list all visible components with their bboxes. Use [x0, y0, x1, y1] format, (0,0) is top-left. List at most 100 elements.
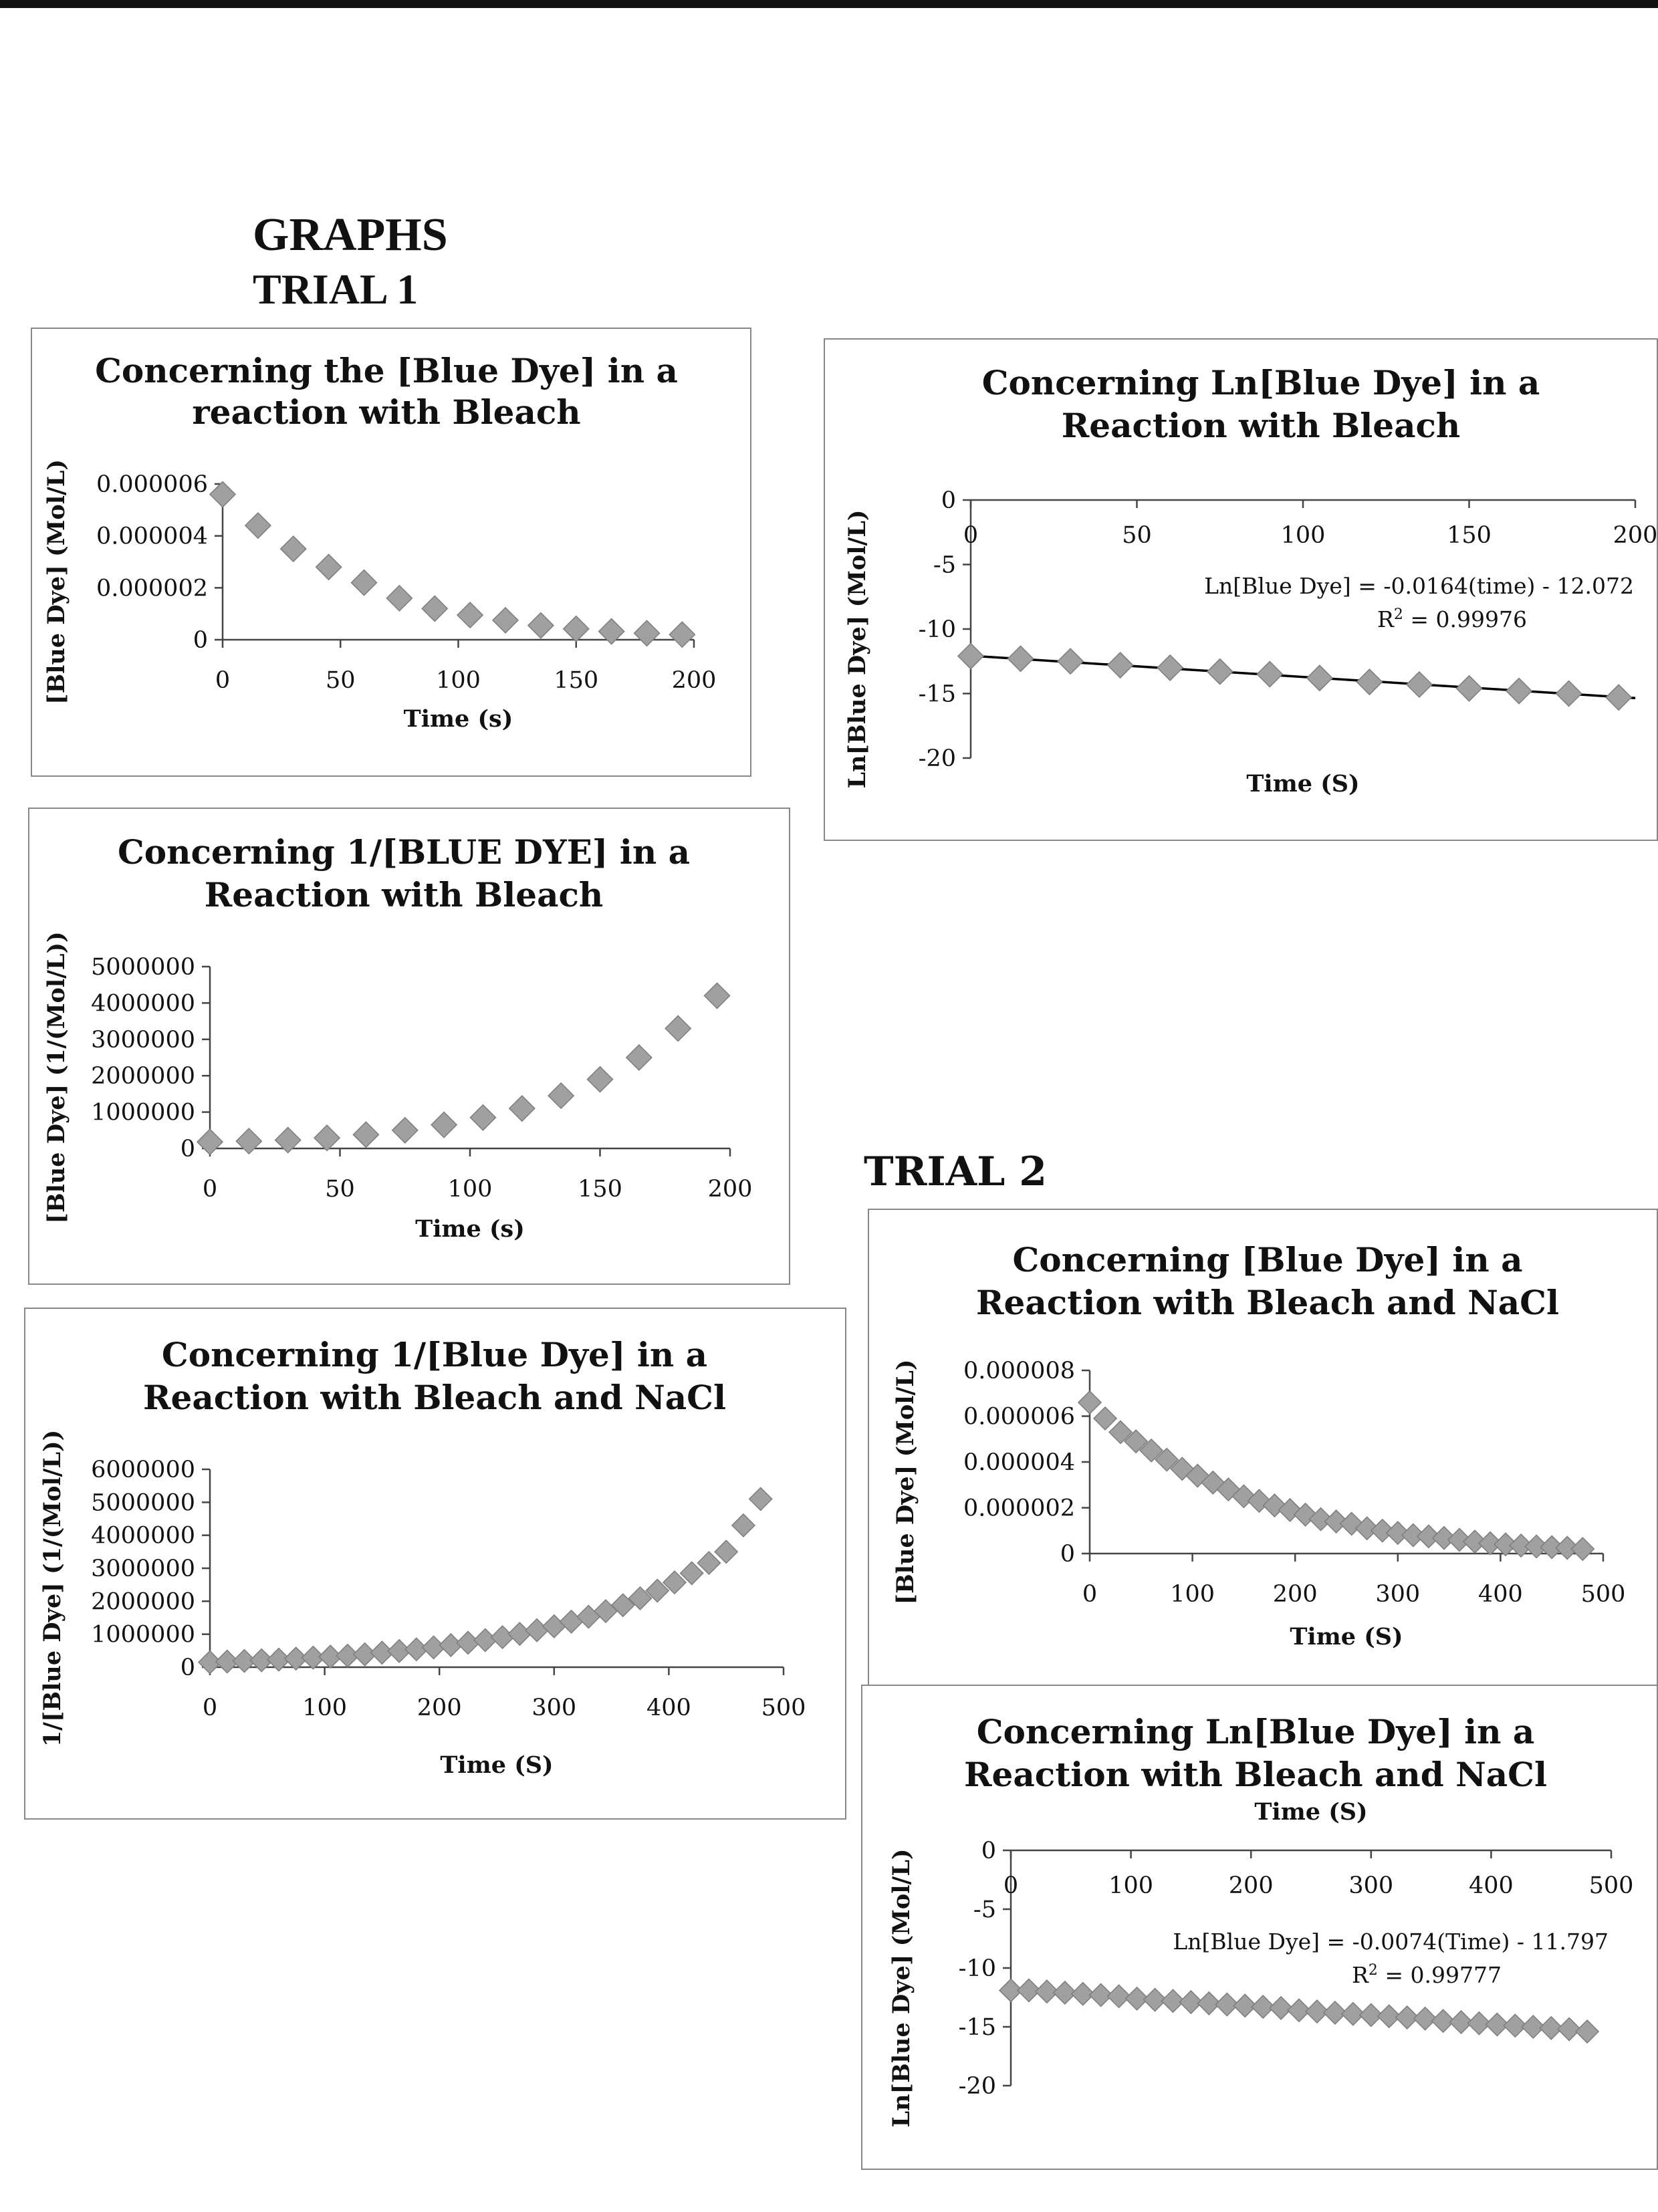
y-tick-label: -20: [919, 745, 956, 772]
chart-title-line: Concerning 1/[Blue Dye] in a: [162, 1335, 707, 1374]
chart-title-line: Concerning Ln[Blue Dye] in a: [977, 1712, 1535, 1751]
data-point: [196, 1128, 224, 1156]
chart-title-line: Concerning [Blue Dye] in a: [1012, 1240, 1522, 1279]
data-point: [998, 1978, 1024, 2003]
chart-title-line: Concerning 1/[BLUE DYE] in a: [118, 832, 690, 872]
y-axis-label: [Blue Dye] (Mol/L): [43, 459, 70, 705]
data-point: [1304, 1999, 1330, 2024]
data-point: [283, 1646, 308, 1671]
y-tick-label: 0.000002: [96, 575, 208, 602]
data-point: [714, 1540, 739, 1564]
page-top-border: [0, 0, 1658, 8]
data-point: [232, 1648, 257, 1673]
x-tick-label: 200: [708, 1176, 753, 1203]
data-point: [1034, 1979, 1059, 2004]
data-point: [610, 1593, 635, 1618]
x-tick-label: 150: [554, 667, 598, 694]
data-point: [1124, 1429, 1149, 1454]
trendline-equation: Ln[Blue Dye] = -0.0074(Time) - 11.797: [1173, 1929, 1609, 1955]
r-squared-label: R2 = 0.99777: [1352, 1962, 1502, 1988]
x-tick-label: 100: [448, 1176, 493, 1203]
data-point: [1340, 2001, 1365, 2026]
data-point: [209, 481, 237, 508]
data-point: [1256, 660, 1284, 688]
x-tick-label: 500: [761, 1695, 806, 1721]
x-tick-label: 100: [302, 1695, 347, 1721]
x-tick-label: 0: [1082, 1581, 1097, 1608]
data-point: [1557, 2017, 1582, 2042]
x-axis-label: Time (s): [415, 1215, 525, 1243]
data-point: [1143, 1987, 1167, 2012]
trial2-heading: TRIAL 2: [864, 1148, 1047, 1195]
y-tick-label: -10: [919, 616, 956, 643]
y-tick-label: 3000000: [91, 1556, 195, 1582]
y-tick-label: 2000000: [91, 1063, 195, 1090]
y-tick-label: -15: [959, 2014, 996, 2041]
data-point: [1575, 2019, 1600, 2044]
data-point: [1286, 1998, 1312, 2023]
x-tick-label: 100: [1281, 522, 1326, 549]
data-point: [1356, 668, 1383, 696]
data-point: [1324, 1509, 1348, 1534]
chart-t2-inv: Concerning 1/[Blue Dye] in a Reaction wit…: [39, 1335, 806, 1779]
data-point: [1139, 1438, 1164, 1463]
data-point: [1509, 1533, 1534, 1558]
chart-t1-ln: Concerning Ln[Blue Dye] in a Reaction wit…: [844, 363, 1657, 797]
y-tick-label: 0.000004: [963, 1449, 1075, 1476]
data-point: [542, 1614, 566, 1638]
x-tick-label: 0: [1003, 1872, 1018, 1899]
data-point: [1306, 664, 1333, 692]
data-point: [391, 1116, 419, 1144]
data-point: [1108, 1420, 1133, 1445]
y-tick-label: 0.000006: [96, 471, 208, 498]
data-point: [235, 1128, 263, 1155]
graphs-heading: GRAPHS: [253, 209, 448, 261]
x-tick-label: 200: [1229, 1872, 1274, 1899]
data-point: [1106, 651, 1134, 679]
data-point: [1206, 658, 1233, 685]
y-tick-label: 1000000: [91, 1622, 195, 1648]
data-point: [957, 642, 985, 670]
chart-panel-t2-inv: Concerning 1/[Blue Dye] in a Reaction wit…: [24, 1308, 846, 1820]
data-point: [1233, 1993, 1258, 2018]
data-point: [662, 1570, 687, 1595]
y-tick-label: 0: [981, 1838, 996, 1864]
data-point: [679, 1561, 704, 1586]
data-point: [1385, 1521, 1410, 1546]
data-point: [1179, 1989, 1203, 2015]
data-point: [527, 612, 554, 639]
data-point: [266, 1647, 291, 1672]
x-tick-label: 0: [203, 1695, 217, 1721]
x-axis-label: Time (S): [440, 1751, 553, 1779]
data-point: [335, 1643, 360, 1668]
data-point: [1215, 1992, 1239, 2017]
x-tick-label: 50: [325, 1176, 355, 1203]
data-point: [524, 1618, 550, 1642]
y-tick-label: -15: [919, 681, 956, 708]
data-point: [1467, 2011, 1492, 2036]
trendline-equation: Ln[Blue Dye] = -0.0164(time) - 12.072: [1204, 573, 1634, 599]
data-point: [731, 1513, 756, 1538]
x-tick-label: 50: [1122, 522, 1152, 549]
x-tick-label: 150: [1447, 522, 1492, 549]
data-point: [473, 1628, 497, 1652]
y-tick-label: -10: [959, 1955, 996, 1982]
data-point: [633, 620, 661, 647]
x-tick-label: 0: [963, 522, 978, 549]
x-axis-label: Time (S): [1290, 1623, 1403, 1650]
chart-title-line: Reaction with Bleach: [1062, 406, 1461, 445]
data-point: [1570, 1537, 1595, 1562]
data-point: [313, 1124, 341, 1152]
y-tick-label: 0.000004: [96, 523, 208, 550]
y-axis-label: 1/[Blue Dye] (1/(Mol/L)): [39, 1430, 66, 1747]
data-point: [215, 1649, 239, 1674]
chart-panel-t2-conc: Concerning [Blue Dye] in a Reaction with …: [868, 1209, 1658, 1690]
data-point: [1521, 2014, 1546, 2040]
data-point: [490, 1625, 515, 1650]
data-point: [697, 1551, 721, 1576]
data-point: [274, 1126, 302, 1154]
data-point: [1157, 654, 1184, 681]
data-point: [507, 1622, 532, 1646]
data-point: [431, 1111, 458, 1138]
